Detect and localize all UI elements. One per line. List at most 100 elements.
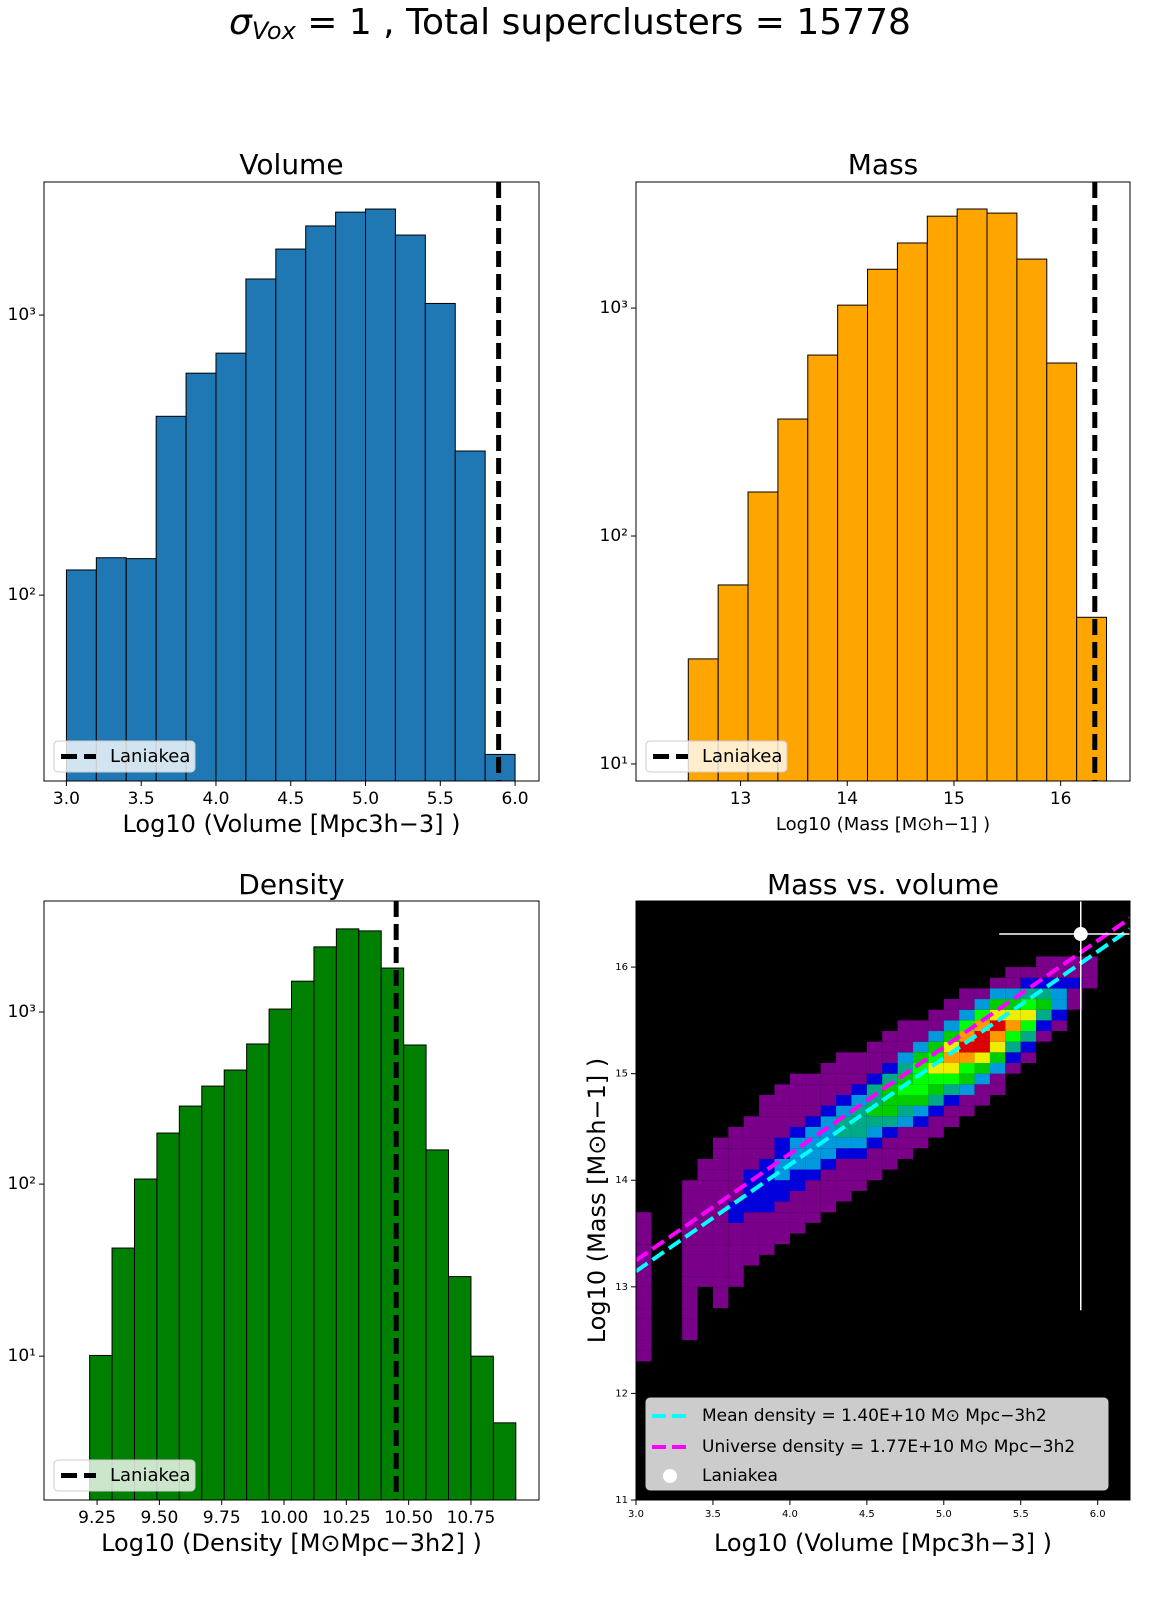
x-tick-label: 14 [836,789,858,809]
heat-cell [789,1084,806,1095]
heat-cell [697,1169,713,1181]
heat-cell [959,1009,975,1021]
heat-cell [1020,1052,1037,1064]
heat-cell [743,1169,760,1181]
heat-cell [1051,956,1067,968]
heat-cell [712,1297,729,1309]
heat-cell [1036,977,1052,989]
x-axis-label: Log10 (Volume [Mpc3h−3] ) [714,1529,1052,1557]
heat-cell [836,1052,852,1064]
chart-title: Mass vs. volume [767,868,999,901]
heat-cell [682,1233,698,1245]
heat-cell [682,1190,698,1202]
heat-cell [1036,1031,1052,1042]
heat-cell [728,1254,744,1266]
x-tick-label: 3.0 [53,789,80,809]
heat-cell [897,1052,914,1064]
heat-cell [789,1212,806,1223]
y-tick-label: 10² [600,526,628,546]
legend-label: Laniakea [110,1465,190,1486]
heat-cell [1005,1009,1021,1021]
heat-cell [636,1244,652,1255]
heat-cell [697,1158,713,1170]
bar [185,372,217,781]
heat-cell [820,1073,837,1085]
legend-label: Laniakea [702,746,782,767]
heat-cell [789,1180,806,1191]
heat-cell [820,1169,837,1181]
heat-cell [866,1041,883,1053]
heat-cell [1036,967,1052,978]
heat-cell [743,1190,760,1202]
heat-cell [897,1020,914,1032]
heat-cell [897,1126,914,1138]
heat-cell [928,1073,944,1085]
heat-cell [805,1190,821,1202]
legend-point [663,1469,677,1483]
heat-cell [1005,967,1021,978]
heat-cell [974,1094,990,1106]
heat-cell [959,1052,975,1064]
heat-cell [805,1180,821,1191]
x-axis-label: Log10 (Mass [M⊙h−1] ) [776,814,990,835]
bar [245,278,277,781]
heat-cell [805,1169,821,1181]
heat-cell [697,1212,713,1223]
heat-cell [697,1222,713,1234]
bar [867,268,898,781]
y-axis-label: Log10 (Mass [M⊙h−1] ) [583,1058,611,1344]
heat-cell [789,1190,806,1202]
heat-cell [712,1233,729,1245]
heat-cell [928,1084,944,1095]
heat-cell [1066,956,1083,968]
heat-cell [759,1180,775,1191]
heat-cell [851,1094,867,1106]
heat-cell [897,1041,914,1053]
bar [454,450,486,781]
bar [291,980,315,1500]
bar [1046,362,1078,781]
bar [223,1069,248,1500]
heat-cell [866,1052,883,1064]
heat-cell [836,1084,852,1095]
heat-cell [728,1222,744,1234]
heat-cell [1005,1041,1021,1053]
x-tick-label: 15 [943,789,965,809]
heat-cell [928,1052,944,1064]
heat-cell [928,1116,944,1127]
heat-cell [805,1126,821,1138]
heat-cell [697,1244,713,1255]
x-tick-label: 10.75 [447,1508,496,1528]
heat-cell [712,1158,729,1170]
figure-title: σVox = 1 , Total superclusters = 15778 [229,2,911,45]
heat-cell [789,1158,806,1170]
heat-cell [636,1265,652,1277]
plot-content [636,901,1130,1362]
x-tick-label: 10.25 [322,1508,371,1528]
heat-cell [928,1126,944,1138]
heat-cell [836,1148,852,1159]
heat-cell [959,1063,975,1074]
heat-cell [897,1116,914,1127]
heat-cell [913,1031,929,1042]
plot-content [89,901,517,1500]
legend-label: Laniakea [702,1466,778,1486]
heat-cell [712,1169,729,1181]
heat-cell [913,1084,929,1095]
heat-cell [866,1094,883,1106]
heat-cell [682,1180,698,1191]
plot-content [687,182,1108,781]
heat-cell [743,1201,760,1213]
heat-cell [866,1063,883,1074]
bar [246,1043,270,1500]
bar [335,211,367,781]
x-tick-label: 4.0 [202,789,229,809]
heat-cell [836,1063,852,1074]
heat-cell [743,1116,760,1127]
y-tick-label: 13 [615,1282,628,1293]
bar [394,234,426,781]
heat-cell [805,1084,821,1095]
axes-frame [635,900,1131,1501]
density-line [636,927,1130,1273]
heat-cell [1005,1063,1021,1074]
